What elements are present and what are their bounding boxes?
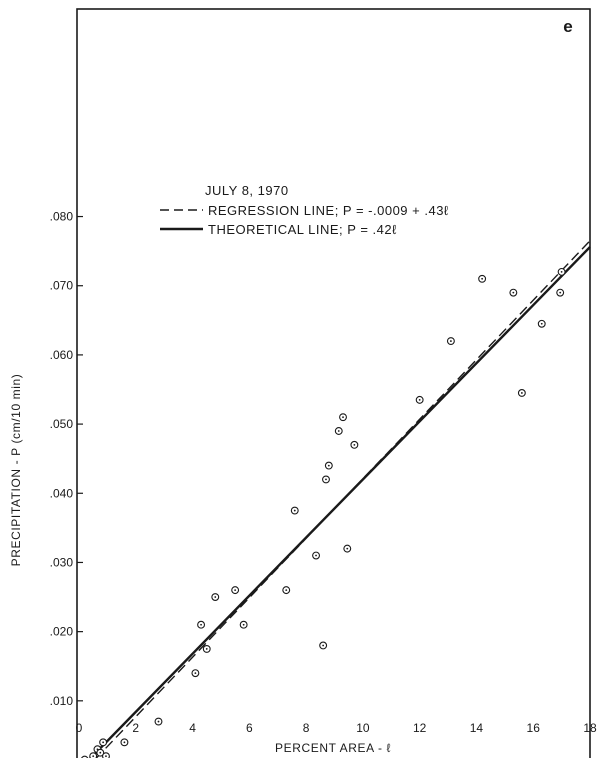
data-point xyxy=(350,440,359,449)
y-tick-label: .050 xyxy=(50,417,74,431)
data-point xyxy=(446,337,455,346)
x-tick-label: 0 xyxy=(76,721,83,735)
y-tick-label: .030 xyxy=(50,555,74,569)
data-point xyxy=(334,427,343,435)
panel-letter: e xyxy=(563,17,572,36)
data-points xyxy=(81,267,566,758)
data-point xyxy=(102,752,110,758)
x-axis-ticks: 0 2 4 6 8 10 12 14 16 18 xyxy=(76,721,597,735)
data-point xyxy=(478,274,487,283)
data-point xyxy=(415,395,424,404)
fit-lines xyxy=(89,240,591,758)
data-point xyxy=(557,267,566,276)
x-tick-label: 18 xyxy=(583,721,597,735)
data-point xyxy=(290,506,299,515)
plot-frame xyxy=(76,8,591,758)
data-point xyxy=(202,644,211,653)
y-tick-label: .060 xyxy=(50,348,74,362)
legend-title: JULY 8, 1970 xyxy=(205,183,289,198)
data-point xyxy=(322,475,330,484)
data-point xyxy=(282,586,291,595)
data-point xyxy=(319,641,328,650)
data-point xyxy=(99,738,108,747)
data-point xyxy=(339,413,347,422)
data-point xyxy=(343,544,352,553)
regression-line xyxy=(95,240,591,758)
data-point xyxy=(239,620,248,629)
data-point xyxy=(89,752,98,758)
data-point xyxy=(191,669,200,678)
legend-label-theoretical: THEORETICAL LINE; P = .42ℓ xyxy=(208,222,397,237)
data-point xyxy=(556,288,565,297)
y-tick-label: .040 xyxy=(50,486,74,500)
data-point xyxy=(517,389,526,397)
data-point xyxy=(197,620,206,629)
x-tick-label: 14 xyxy=(470,721,484,735)
y-tick-label: .070 xyxy=(50,279,74,293)
data-point xyxy=(324,461,333,470)
legend: JULY 8, 1970 REGRESSION LINE; P = -.0009… xyxy=(160,183,449,237)
x-tick-label: 8 xyxy=(303,721,310,735)
x-tick-label: 4 xyxy=(189,721,196,735)
y-tick-label: .010 xyxy=(50,694,74,708)
data-point xyxy=(211,593,220,601)
x-tick-label: 6 xyxy=(246,721,253,735)
theoretical-line xyxy=(89,246,591,758)
x-tick-label: 12 xyxy=(413,721,427,735)
data-point xyxy=(154,717,163,726)
y-tick-label: .080 xyxy=(50,210,74,224)
x-tick-label: 10 xyxy=(356,721,370,735)
data-point xyxy=(231,586,240,595)
data-point xyxy=(509,288,518,297)
data-point xyxy=(96,748,105,757)
data-point xyxy=(120,738,129,747)
legend-label-regression: REGRESSION LINE; P = -.0009 + .43ℓ xyxy=(208,203,449,218)
y-tick-label: .020 xyxy=(50,625,74,639)
y-axis-ticks: 0.010.020.030.040.050.060.070.080 xyxy=(50,210,83,708)
x-tick-label: 2 xyxy=(132,721,139,735)
x-tick-label: 16 xyxy=(527,721,541,735)
data-point xyxy=(312,551,320,560)
y-axis-title: PRECIPITATION - P (cm/10 min) xyxy=(9,374,23,567)
data-point xyxy=(537,319,546,328)
x-axis-title: PERCENT AREA - ℓ xyxy=(275,741,391,755)
